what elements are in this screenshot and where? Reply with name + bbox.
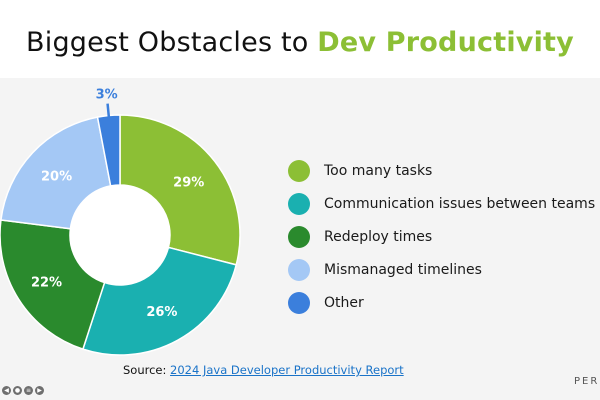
legend-item-redeploy-times: Redeploy times	[288, 220, 598, 253]
brand-text: PER	[574, 376, 600, 387]
legend-swatch	[288, 258, 310, 281]
legend-item-mismanaged-timelines: Mismanaged timelines	[288, 253, 598, 286]
legend-label: Communication issues between teams	[324, 195, 596, 212]
data-label-mismanaged-timelines: 20%	[41, 169, 72, 184]
legend-swatch	[288, 225, 310, 248]
chart-legend: Too many tasks Communication issues betwe…	[288, 154, 598, 319]
title-prefix: Biggest Obstacles to	[26, 27, 318, 58]
donut-chart: 29% 26% 22% 20% 3%	[0, 88, 241, 356]
leader-line-other	[106, 103, 111, 118]
legend-swatch	[288, 291, 310, 314]
menu-icon[interactable]: ≡	[24, 386, 33, 395]
play-icon[interactable]: ●	[13, 386, 22, 395]
legend-swatch	[288, 192, 310, 215]
title-accent: Dev Productivity	[317, 27, 574, 58]
legend-item-too-many-tasks: Too many tasks	[288, 154, 598, 187]
source-link[interactable]: 2024 Java Developer Productivity Report	[170, 363, 404, 377]
playback-controls: ◀ ● ≡ ▶	[2, 386, 44, 395]
prev-icon[interactable]: ◀	[2, 386, 11, 395]
title-bar: Biggest Obstacles to Dev Productivity	[0, 0, 600, 78]
source-citation: Source: 2024 Java Developer Productivity…	[123, 363, 404, 377]
data-label-too-many-tasks: 29%	[173, 176, 204, 191]
slide-content: 29% 26% 22% 20% 3% Too many tasks Communicati…	[0, 78, 600, 400]
data-label-other: 3%	[96, 88, 118, 103]
data-label-redeploy-times: 22%	[31, 276, 62, 291]
data-label-communication-issues-between-teams: 26%	[146, 305, 177, 320]
source-prefix: Source:	[123, 363, 171, 377]
legend-swatch	[288, 159, 310, 182]
legend-item-other: Other	[288, 286, 598, 319]
legend-label: Mismanaged timelines	[324, 261, 482, 278]
legend-label: Too many tasks	[324, 162, 433, 179]
next-icon[interactable]: ▶	[35, 386, 44, 395]
donut-hole	[70, 185, 170, 285]
slide-title: Biggest Obstacles to Dev Productivity	[0, 27, 600, 58]
legend-item-communication-issues-between-teams: Communication issues between teams	[288, 187, 598, 220]
legend-label: Redeploy times	[324, 228, 433, 245]
legend-label: Other	[324, 294, 364, 311]
